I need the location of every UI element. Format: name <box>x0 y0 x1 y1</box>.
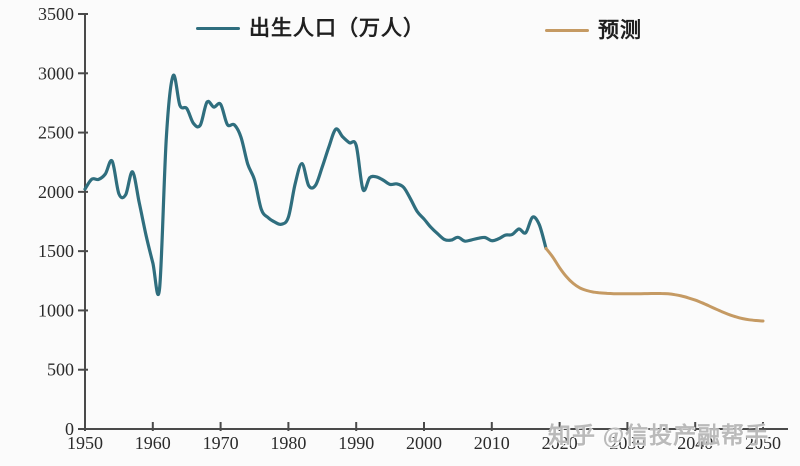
x-tick-label-2050: 2050 <box>745 433 781 453</box>
y-tick-label-3500: 3500 <box>38 4 74 24</box>
y-tick-label-1500: 1500 <box>38 241 74 261</box>
x-tick-label-2000: 2000 <box>406 433 442 453</box>
y-tick-label-0: 0 <box>65 419 74 439</box>
x-tick-label-2040: 2040 <box>677 433 713 453</box>
watermark: 知乎 @信投产融帮手 <box>548 423 770 448</box>
legend-line-birth-population-icon <box>196 27 240 30</box>
legend-label-forecast: 预测 <box>598 18 642 42</box>
y-tick-label-500: 500 <box>47 360 74 380</box>
x-tick-label-2030: 2030 <box>609 433 645 453</box>
y-tick-label-1000: 1000 <box>38 300 74 320</box>
y-tick-label-3000: 3000 <box>38 63 74 83</box>
x-tick-label-1980: 1980 <box>270 433 306 453</box>
legend-item-forecast: 预测 <box>545 20 642 41</box>
legend-line-forecast-icon <box>545 29 589 32</box>
series-birth-population-line <box>83 73 548 297</box>
legend-label-birth-population: 出生人口（万人） <box>249 16 425 40</box>
x-tick-label-1990: 1990 <box>338 433 374 453</box>
x-tick-label-1970: 1970 <box>203 433 239 453</box>
x-tick-label-1960: 1960 <box>135 433 171 453</box>
y-tick-label-2500: 2500 <box>38 123 74 143</box>
x-tick-label-1950: 1950 <box>67 433 103 453</box>
x-tick-label-2020: 2020 <box>542 433 578 453</box>
legend-item-birth-population: 出生人口（万人） <box>196 18 425 39</box>
y-tick-label-2000: 2000 <box>38 182 74 202</box>
x-tick-label-2010: 2010 <box>474 433 510 453</box>
series-forecast-line <box>544 246 765 323</box>
